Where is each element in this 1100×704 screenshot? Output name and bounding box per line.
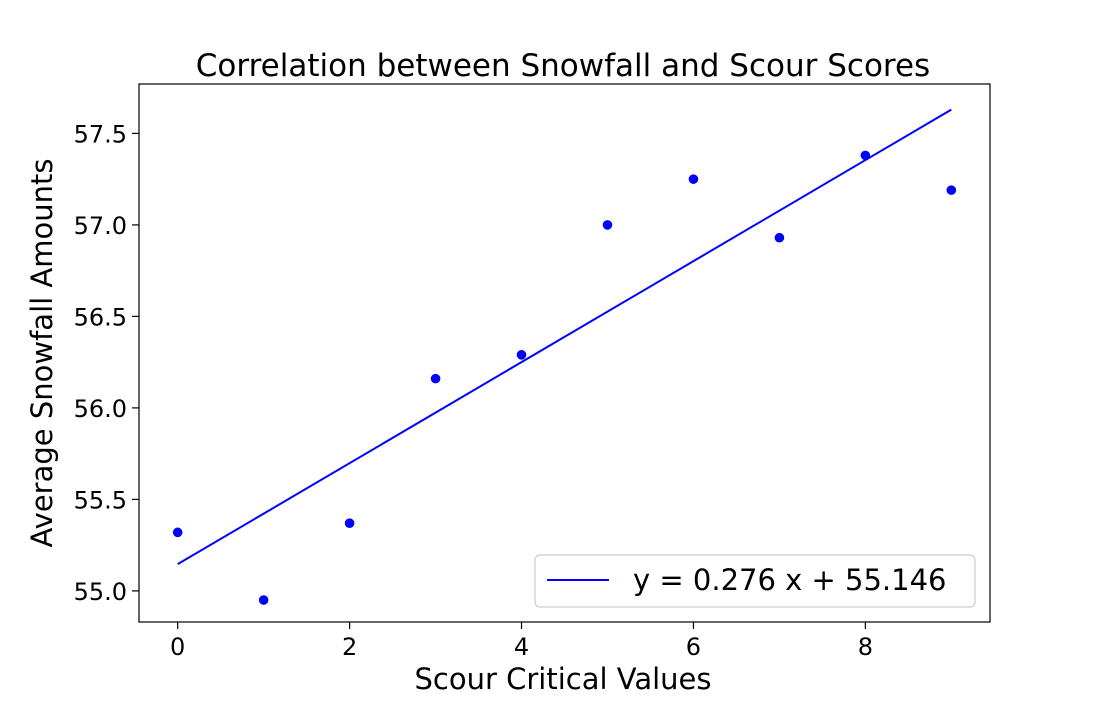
- x-tick-label: 6: [686, 633, 701, 661]
- x-tick-label: 4: [514, 633, 529, 661]
- y-tick-label: 55.0: [74, 578, 127, 606]
- scatter-points: [172, 150, 957, 605]
- legend-box: [534, 554, 976, 608]
- data-point: [172, 527, 183, 538]
- plot-frame: [138, 83, 991, 623]
- data-point: [344, 518, 355, 528]
- x-axis-label: Scour Critical Values: [414, 662, 711, 696]
- data-point: [860, 150, 871, 161]
- y-axis-label: Average Snowfall Amounts: [25, 159, 59, 548]
- y-axis-ticks: 55.0 55.5 56.0 56.5 57.0 57.5: [74, 120, 139, 606]
- trend-line: [177, 108, 952, 566]
- data-point: [946, 185, 957, 195]
- y-tick-label: 56.0: [74, 395, 127, 423]
- x-axis-ticks: 0 2 4 6 8: [170, 622, 873, 661]
- x-tick-label: 2: [342, 633, 357, 661]
- plot-area: 0 2 4 6 8 55.0 55.5 56.0 56.5 57.0 57.5: [74, 83, 991, 661]
- data-point: [258, 595, 269, 605]
- legend-label: y = 0.276 x + 55.146: [633, 563, 947, 597]
- data-point: [774, 232, 785, 243]
- trend-line-layer: [177, 108, 952, 566]
- chart-title: Correlation between Snowfall and Scour S…: [196, 48, 930, 84]
- data-point: [430, 373, 441, 384]
- data-point: [516, 350, 527, 360]
- y-tick-label: 56.5: [74, 303, 127, 331]
- y-tick-label: 57.0: [74, 212, 127, 240]
- y-tick-label: 57.5: [74, 120, 127, 148]
- data-point: [602, 220, 613, 230]
- data-point: [688, 174, 699, 184]
- y-tick-label: 55.5: [74, 486, 127, 514]
- x-tick-label: 8: [858, 633, 873, 661]
- x-tick-label: 0: [170, 633, 185, 661]
- legend: y = 0.276 x + 55.146: [534, 554, 976, 608]
